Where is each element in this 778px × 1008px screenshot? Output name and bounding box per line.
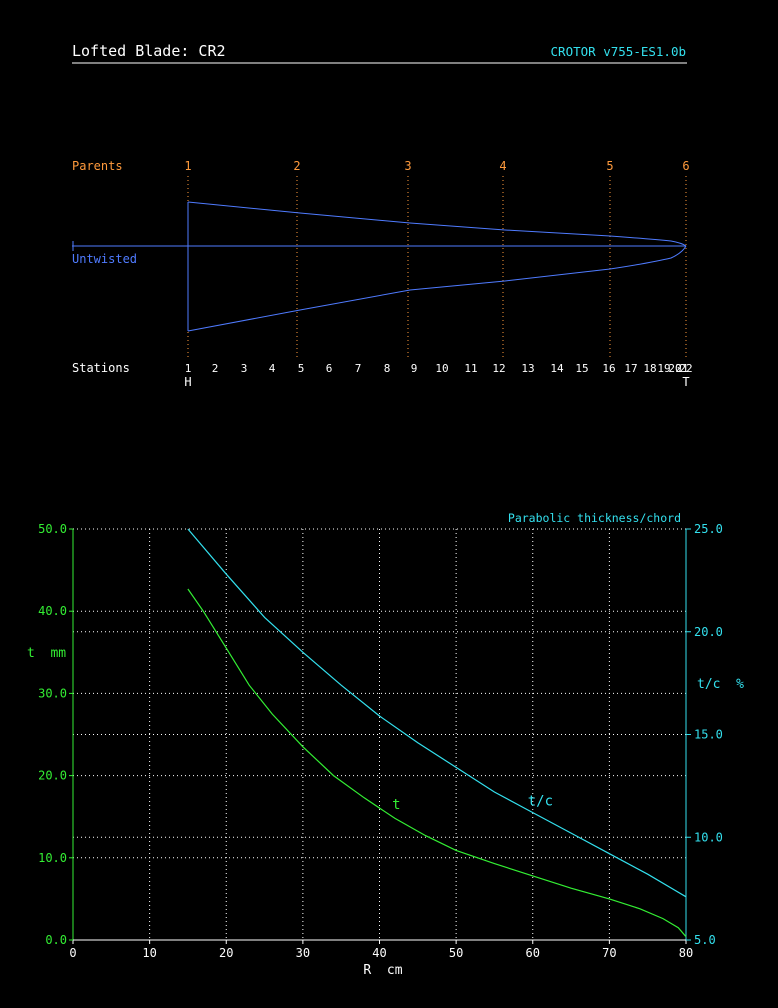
thickness-chart: Parabolic thickness/chord 0 10 20 30 40 50 60 7… — [27, 511, 744, 978]
y-axis-label-left: t mm — [27, 646, 66, 661]
series-layer: t t/c — [187, 528, 687, 938]
x-tick-label: 80 — [679, 946, 693, 960]
y-axis-label-right: t/c % — [697, 677, 744, 692]
axis-ticks: 0 10 20 30 40 50 60 70 80 0.0 10.0 20.0 30.0 40.0 50.0… — [38, 522, 723, 960]
x-tick-label: 10 — [142, 946, 156, 960]
station-number: 8 — [384, 362, 391, 375]
series-line-thickness — [187, 588, 687, 938]
station-number: 13 — [521, 362, 534, 375]
y-tick-label-right: 15.0 — [694, 728, 723, 742]
x-tick-label: 50 — [449, 946, 463, 960]
untwisted-label: Untwisted — [72, 252, 137, 266]
station-number: 1 — [185, 362, 192, 375]
station-number: 21 — [675, 362, 688, 375]
station-number: 5 — [298, 362, 305, 375]
station-number: 11 — [464, 362, 477, 375]
page-title: Lofted Blade: CR2 — [72, 42, 226, 60]
y-tick-label-left: 0.0 — [45, 933, 67, 947]
tip-marker: T — [682, 375, 689, 389]
x-tick-label: 30 — [296, 946, 310, 960]
stations-label: Stations — [72, 361, 130, 375]
station-number: 12 — [492, 362, 505, 375]
parent-number: 5 — [606, 159, 613, 173]
parent-number: 4 — [499, 159, 506, 173]
parent-number: 2 — [293, 159, 300, 173]
station-number: 2 — [212, 362, 219, 375]
parent-number: 6 — [682, 159, 689, 173]
y-tick-label-right: 10.0 — [694, 830, 723, 844]
station-number: 14 — [550, 362, 564, 375]
parents-label: Parents — [72, 159, 123, 173]
series-label: t — [392, 797, 400, 813]
x-tick-label: 70 — [602, 946, 616, 960]
chart-title: Parabolic thickness/chord — [508, 511, 681, 525]
blade-leading-edge — [187, 201, 687, 247]
version-label: CROTOR v755-ES1.0b — [551, 44, 686, 59]
y-tick-label-left: 40.0 — [38, 604, 67, 618]
station-number: 17 — [624, 362, 637, 375]
station-number: 22 — [679, 362, 692, 375]
y-tick-label-left: 30.0 — [38, 686, 67, 700]
station-number: 19 — [657, 362, 670, 375]
station-number: 9 — [411, 362, 418, 375]
station-number: 3 — [241, 362, 248, 375]
hub-marker: H — [184, 375, 191, 389]
parent-number: 1 — [184, 159, 191, 173]
station-number: 4 — [269, 362, 276, 375]
x-tick-label: 60 — [526, 946, 540, 960]
station-number: 15 — [575, 362, 588, 375]
blade-trailing-edge — [187, 245, 687, 332]
station-number: 10 — [435, 362, 448, 375]
station-number: 6 — [326, 362, 333, 375]
station-number: 20 — [668, 362, 681, 375]
station-number: 7 — [355, 362, 362, 375]
parent-markers: 1 2 3 4 5 6 — [184, 159, 690, 360]
chart-grid — [73, 528, 686, 940]
station-number: 18 — [643, 362, 656, 375]
y-tick-label-left: 20.0 — [38, 769, 67, 783]
x-tick-label: 0 — [69, 946, 76, 960]
x-tick-label: 40 — [372, 946, 386, 960]
x-tick-label: 20 — [219, 946, 233, 960]
station-number: 16 — [602, 362, 615, 375]
x-axis-label: R cm — [363, 963, 402, 978]
parent-number: 3 — [404, 159, 411, 173]
series-line-tc — [187, 528, 687, 898]
y-tick-label-right: 25.0 — [694, 522, 723, 536]
series-label: t/c — [528, 794, 553, 810]
y-tick-label-left: 10.0 — [38, 851, 67, 865]
y-tick-label-right: 20.0 — [694, 625, 723, 639]
y-tick-label-left: 50.0 — [38, 522, 67, 536]
y-tick-label-right: 5.0 — [694, 933, 716, 947]
